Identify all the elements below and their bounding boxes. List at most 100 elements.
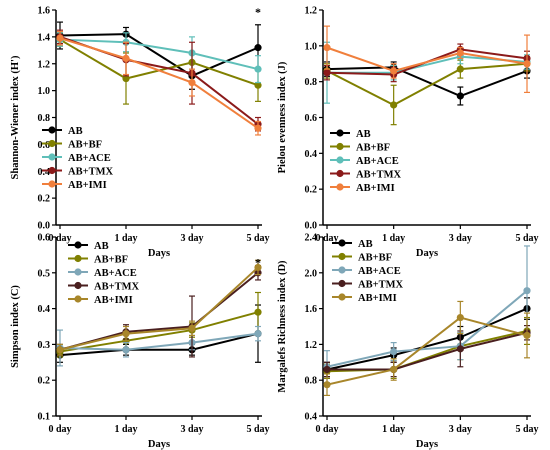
data-point — [188, 78, 196, 87]
y-tick-label: 2.0 — [305, 268, 318, 279]
data-point — [456, 65, 464, 73]
series-ab-tmx — [56, 29, 262, 132]
data-point — [254, 81, 262, 89]
legend-label: AB — [356, 129, 371, 140]
legend-label: AB+ACE — [358, 266, 401, 277]
legend-label: AB+BF — [94, 255, 128, 266]
series-line — [326, 316, 528, 386]
x-tick-label: 5 day — [246, 233, 269, 244]
data-point — [456, 49, 464, 57]
x-tick-label: 3 day — [449, 233, 472, 244]
legend: AB AB+BF AB+ACE AB+TMX AB+IMI — [68, 241, 139, 306]
panel-3: 0.10.20.30.40.50.60 day 1 day 3 day 5 dayDa… — [10, 233, 270, 450]
data-point — [254, 44, 262, 52]
series-ab — [323, 61, 531, 106]
y-tick-label: 0.4 — [305, 149, 318, 160]
data-point — [390, 101, 398, 109]
series-ab-imi — [323, 300, 531, 397]
legend-swatch-marker — [338, 252, 346, 261]
y-axis-title: Shannon-Wiener index (H') — [10, 55, 21, 179]
legend-swatch-marker — [338, 239, 346, 247]
significance-marker: * — [255, 5, 261, 19]
y-tick-label: 0.4 — [38, 304, 51, 315]
data-point — [390, 347, 398, 356]
series-line — [326, 307, 528, 371]
series-line — [59, 266, 259, 351]
significance-marker: * — [255, 255, 261, 269]
legend-swatch-marker — [74, 268, 82, 276]
legend-label: AB — [358, 239, 373, 250]
legend-swatch-marker — [338, 279, 346, 288]
x-tick-label: 0 day — [315, 233, 338, 244]
legend-swatch-marker — [336, 129, 344, 137]
y-tick-label: 0.2 — [38, 376, 51, 387]
panel-4: 0.40.81.21.62.02.40 day 1 day 3 day 5 dayDa… — [277, 233, 539, 450]
legend-swatch-marker — [74, 254, 82, 263]
y-tick-label: 1.0 — [38, 86, 51, 97]
legend-swatch-marker — [48, 126, 56, 134]
y-tick-label: 0.3 — [38, 340, 51, 351]
y-tick-label: 0.2 — [38, 194, 51, 205]
legend-label: AB+TMX — [68, 167, 113, 178]
x-tick-label: 3 day — [180, 424, 203, 435]
data-point — [254, 124, 262, 132]
x-tick-label: 0 day — [48, 233, 71, 244]
series-line — [59, 311, 259, 353]
y-tick-label: 0.5 — [38, 268, 51, 279]
legend-label: AB — [68, 126, 83, 137]
series-line — [59, 37, 259, 130]
x-tick-label: 1 day — [382, 233, 405, 244]
x-tick-label: 3 day — [449, 424, 472, 435]
legend-swatch-marker — [48, 166, 56, 175]
data-point — [323, 365, 331, 374]
legend-label: AB+ACE — [68, 153, 111, 164]
y-tick-label: 2.4 — [305, 233, 318, 244]
data-point — [523, 287, 531, 295]
data-point — [188, 324, 196, 332]
series-line — [59, 38, 259, 71]
x-tick-label: 1 day — [382, 424, 405, 435]
y-axis-title: Pielou evenness index (J) — [277, 61, 288, 173]
legend: AB AB+BF AB+ACE AB+TMX AB+IMI — [330, 129, 401, 194]
series-ab-bf — [56, 32, 262, 105]
legend-swatch-marker — [74, 281, 82, 290]
y-tick-label: 0.6 — [38, 140, 51, 151]
data-point — [523, 331, 531, 340]
x-tick-label: 5 day — [515, 233, 538, 244]
series-ab-bf — [56, 291, 262, 358]
data-point — [323, 69, 331, 77]
data-point — [122, 74, 130, 83]
y-tick-label: 0.4 — [38, 167, 51, 178]
legend: AB AB+BF AB+ACE AB+TMX AB+IMI — [42, 126, 113, 191]
legend-swatch-marker — [48, 139, 56, 148]
data-point — [323, 44, 331, 52]
series-line — [326, 289, 528, 368]
data-point — [390, 67, 398, 75]
x-tick-label: 0 day — [48, 424, 71, 435]
legend-label: AB+TMX — [94, 282, 139, 293]
legend-label: AB+ACE — [356, 156, 399, 167]
series-line — [326, 62, 528, 107]
series-line — [59, 332, 259, 357]
data-point — [456, 345, 464, 353]
data-point — [254, 308, 262, 316]
x-tick-label: 1 day — [114, 233, 137, 244]
series-line — [59, 35, 259, 126]
legend-swatch-marker — [74, 295, 82, 303]
y-tick-label: 0.6 — [38, 233, 51, 244]
legend-label: AB+BF — [356, 143, 390, 154]
data-point — [523, 60, 531, 68]
legend: AB AB+BF AB+ACE AB+TMX AB+IMI — [332, 239, 403, 304]
data-point — [122, 54, 130, 62]
y-axis-title: Simpson index (C) — [10, 285, 21, 368]
data-point — [390, 365, 398, 374]
legend-label: AB+TMX — [356, 170, 401, 181]
y-tick-label: 0.1 — [38, 412, 51, 423]
legend-swatch-marker — [336, 156, 344, 164]
series-line — [326, 66, 528, 98]
data-point — [254, 65, 262, 73]
series-ab-imi — [323, 25, 531, 94]
legend-label: AB+BF — [358, 253, 392, 264]
y-tick-label: 0.8 — [305, 77, 318, 88]
x-tick-label: 1 day — [114, 424, 137, 435]
